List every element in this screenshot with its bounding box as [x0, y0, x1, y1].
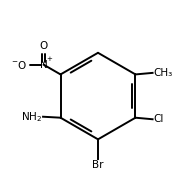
Text: Cl: Cl	[153, 114, 164, 124]
Text: CH₃: CH₃	[153, 68, 173, 78]
Text: N: N	[40, 60, 48, 70]
Text: O: O	[40, 41, 48, 51]
Text: +: +	[46, 56, 52, 62]
Text: Br: Br	[92, 160, 104, 170]
Text: NH$_2$: NH$_2$	[21, 110, 42, 124]
Text: $^{-}$O: $^{-}$O	[11, 59, 27, 71]
